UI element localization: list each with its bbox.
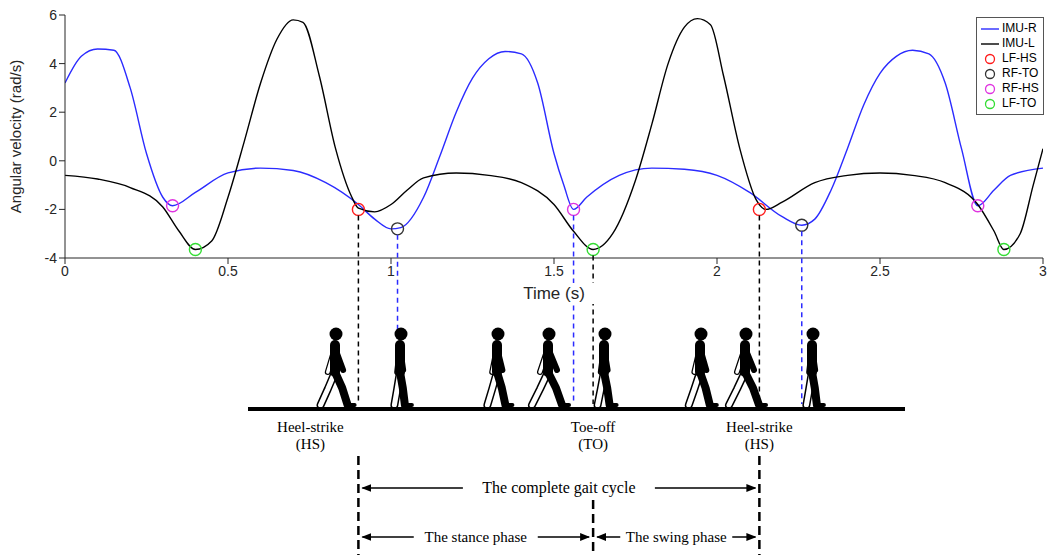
svg-text:2: 2 <box>49 104 57 120</box>
svg-text:The stance phase: The stance phase <box>425 529 528 545</box>
svg-text:(HS): (HS) <box>296 436 325 453</box>
svg-text:0: 0 <box>61 263 69 279</box>
html-text:RF-TO: RF-TO <box>1002 66 1039 80</box>
svg-text:1.5: 1.5 <box>544 263 564 279</box>
svg-text:6: 6 <box>49 7 57 23</box>
svg-text:2: 2 <box>713 263 721 279</box>
svg-text:Toe-off: Toe-off <box>571 419 616 435</box>
svg-text:The complete gait cycle: The complete gait cycle <box>482 479 635 497</box>
html-text:LF-HS: LF-HS <box>1002 51 1037 65</box>
html-text:IMU-R: IMU-R <box>1002 21 1037 35</box>
svg-text:(HS): (HS) <box>745 436 774 453</box>
svg-text:-4: -4 <box>45 250 58 266</box>
svg-text:2.5: 2.5 <box>870 263 890 279</box>
svg-text:The swing phase: The swing phase <box>626 529 727 545</box>
svg-text:4: 4 <box>49 56 57 72</box>
html-text:RF-HS: RF-HS <box>1002 81 1039 95</box>
svg-text:0: 0 <box>49 153 57 169</box>
svg-text:3: 3 <box>1039 263 1047 279</box>
svg-text:(TO): (TO) <box>578 436 608 453</box>
html-text:LF-TO: LF-TO <box>1002 96 1037 110</box>
svg-text:Time (s): Time (s) <box>523 284 585 303</box>
html-text:IMU-L: IMU-L <box>1002 36 1035 50</box>
svg-text:-2: -2 <box>45 201 58 217</box>
svg-text:Heel-strike: Heel-strike <box>277 419 344 435</box>
svg-text:Angular velocity (rad/s): Angular velocity (rad/s) <box>7 60 24 213</box>
svg-text:0.5: 0.5 <box>218 263 238 279</box>
svg-text:Heel-strike: Heel-strike <box>726 419 793 435</box>
svg-text:1: 1 <box>387 263 395 279</box>
